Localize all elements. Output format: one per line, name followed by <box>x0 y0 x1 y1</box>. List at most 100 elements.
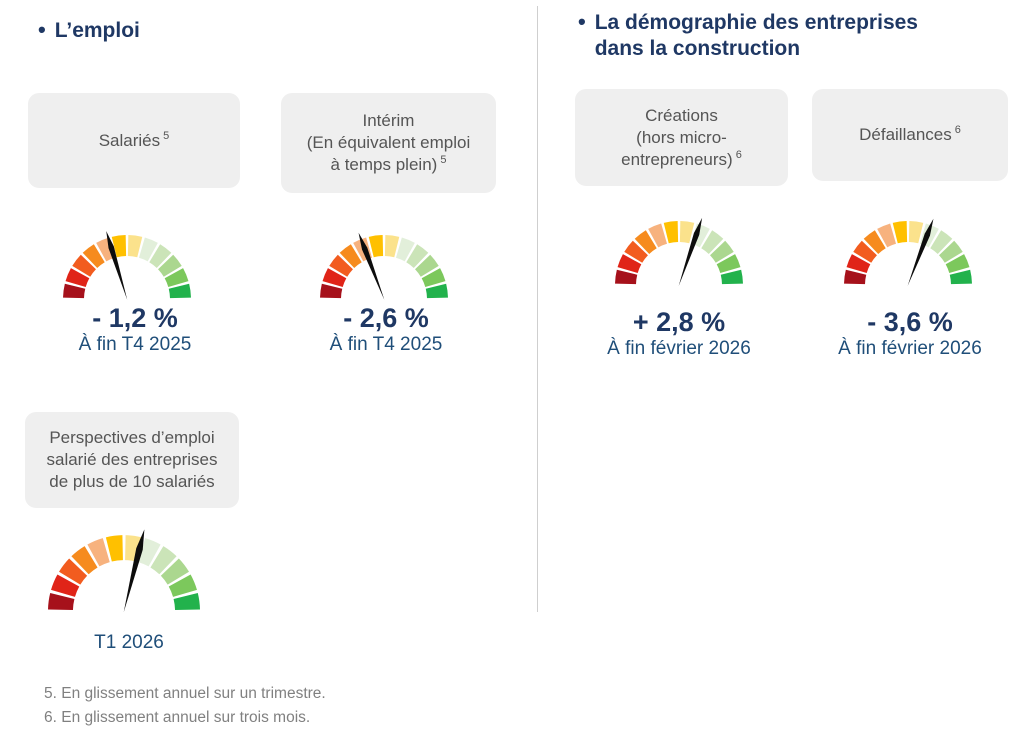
gauge-perspectives <box>29 516 219 616</box>
gauge-arc-segment <box>87 538 110 567</box>
gauge-defaillances-value: - 3,6 % <box>867 307 953 337</box>
gauge-arc-segment <box>615 269 638 285</box>
gauge-arc-segment <box>949 269 972 285</box>
gauge-dial <box>844 218 972 286</box>
gauge-arc-segment <box>930 230 953 254</box>
employment-section-title: • L’emploi <box>38 18 140 44</box>
gauge-needle <box>123 529 145 613</box>
footnote-ref: 6 <box>954 124 961 137</box>
gauge-arc-segment <box>125 535 143 562</box>
gauge-arc-segment <box>158 254 182 277</box>
gauge-arc-segment <box>846 254 871 273</box>
gauge-arc-segment <box>648 223 667 248</box>
gauge-salaries-value: - 1,2 % <box>92 303 178 333</box>
gauge-dial <box>320 232 448 300</box>
bullet-icon: • <box>38 17 46 42</box>
gauge-interim-caption: À fin T4 2025 <box>329 334 443 355</box>
gauge-arc-segment <box>939 240 963 263</box>
gauge-arc-segment <box>863 230 886 254</box>
gauge-arc-segment <box>138 538 161 567</box>
card-creations: Créations (hors micro- entrepreneurs) 6 <box>575 89 788 186</box>
card-defaillances: Défaillances 6 <box>812 89 1008 181</box>
card-interim-label: Intérim (En équivalent emploi à temps pl… <box>306 111 471 174</box>
gauge-arc-segment <box>663 221 679 244</box>
gauge-arc-segment <box>139 237 158 262</box>
gauge-arc-segment <box>63 283 86 299</box>
gauge-arc-segment <box>164 268 189 287</box>
gauge-arc-segment <box>71 546 98 575</box>
footnote-5: 5. En glissement annuel sur un trimestre… <box>44 685 326 702</box>
gauge-interim-value: - 2,6 % <box>343 303 429 333</box>
gauge-arc-segment <box>329 254 353 277</box>
gauge-salaries-caption: À fin T4 2025 <box>78 334 192 355</box>
demography-section-title: • La démographie des entreprises dans la… <box>578 10 918 62</box>
gauge-arc-segment <box>892 221 908 244</box>
gauge-creations-value: + 2,8 % <box>632 307 726 337</box>
gauge-arc-segment <box>421 268 446 287</box>
gauge-arc-segment <box>368 235 384 258</box>
gauge-arc-segment <box>149 244 172 268</box>
card-salaries-label: Salariés 5 <box>98 129 170 150</box>
footnotes: 5. En glissement annuel sur un trimestre… <box>44 682 326 730</box>
gauge-arc-segment <box>701 230 724 254</box>
gauge-needle <box>907 218 934 286</box>
gauge-dial <box>48 529 200 613</box>
vertical-divider <box>537 6 538 612</box>
gauge-arc-segment <box>322 268 347 287</box>
gauge-arc-segment <box>339 244 362 268</box>
gauge-arc-segment <box>396 237 415 262</box>
gauge-dial <box>615 217 743 286</box>
gauge-arc-segment <box>624 240 648 263</box>
gauge-perspectives-caption: T1 2026 <box>94 632 164 653</box>
gauge-defaillances <box>828 205 988 289</box>
gauge-arc-segment <box>51 574 80 597</box>
gauge-needle <box>358 232 385 300</box>
card-perspectives: Perspectives d’emploi salarié des entrep… <box>25 412 239 508</box>
gauge-arc-segment <box>425 283 448 299</box>
gauge-arc-segment <box>72 254 96 277</box>
gauge-arc-segment <box>716 254 741 273</box>
gauge-creations <box>599 205 759 289</box>
section-title-text: La démographie des entreprises dans la c… <box>594 11 918 60</box>
footnote-6: 6. En glissement annuel sur trois mois. <box>44 709 311 726</box>
gauge-arc-segment <box>617 254 642 273</box>
gauge-arc-segment <box>58 558 88 585</box>
gauge-arc-segment <box>127 235 143 258</box>
card-interim: Intérim (En équivalent emploi à temps pl… <box>281 93 496 193</box>
gauge-arc-segment <box>48 592 75 611</box>
footnote-ref: 5 <box>440 154 447 167</box>
card-defaillances-label: Défaillances 6 <box>859 124 961 144</box>
gauge-needle <box>106 231 128 300</box>
gauge-needle <box>678 217 703 286</box>
gauge-arc-segment <box>720 269 743 285</box>
gauge-arc-segment <box>384 235 400 258</box>
gauge-salaries <box>47 219 207 303</box>
gauge-arc-segment <box>945 254 970 273</box>
gauge-arc-segment <box>82 244 105 268</box>
footnote-ref: 6 <box>735 148 742 161</box>
section-title-text: L’emploi <box>54 19 140 42</box>
gauge-creations-caption: À fin février 2026 <box>607 338 751 359</box>
gauge-arc-segment <box>406 244 429 268</box>
gauge-arc-segment <box>415 254 439 277</box>
footnote-ref: 5 <box>163 129 170 142</box>
gauge-arc-segment <box>844 269 867 285</box>
gauge-arc-segment <box>710 240 734 263</box>
gauge-defaillances-caption: À fin février 2026 <box>838 338 982 359</box>
card-salaries: Salariés 5 <box>28 93 240 188</box>
gauge-arc-segment <box>65 268 90 287</box>
gauge-interim <box>304 219 464 303</box>
card-perspectives-label: Perspectives d’emploi salarié des entrep… <box>46 428 218 491</box>
gauge-arc-segment <box>679 221 695 244</box>
gauge-arc-segment <box>173 592 200 611</box>
gauge-dial <box>63 231 191 300</box>
gauge-arc-segment <box>168 283 191 299</box>
gauge-arc-segment <box>908 221 924 244</box>
gauge-arc-segment <box>150 546 177 575</box>
gauge-arc-segment <box>168 574 197 597</box>
gauge-arc-segment <box>111 235 127 258</box>
bullet-icon: • <box>578 9 586 34</box>
gauge-arc-segment <box>320 283 343 299</box>
gauge-arc-segment <box>105 535 123 562</box>
gauge-arc-segment <box>853 240 877 263</box>
